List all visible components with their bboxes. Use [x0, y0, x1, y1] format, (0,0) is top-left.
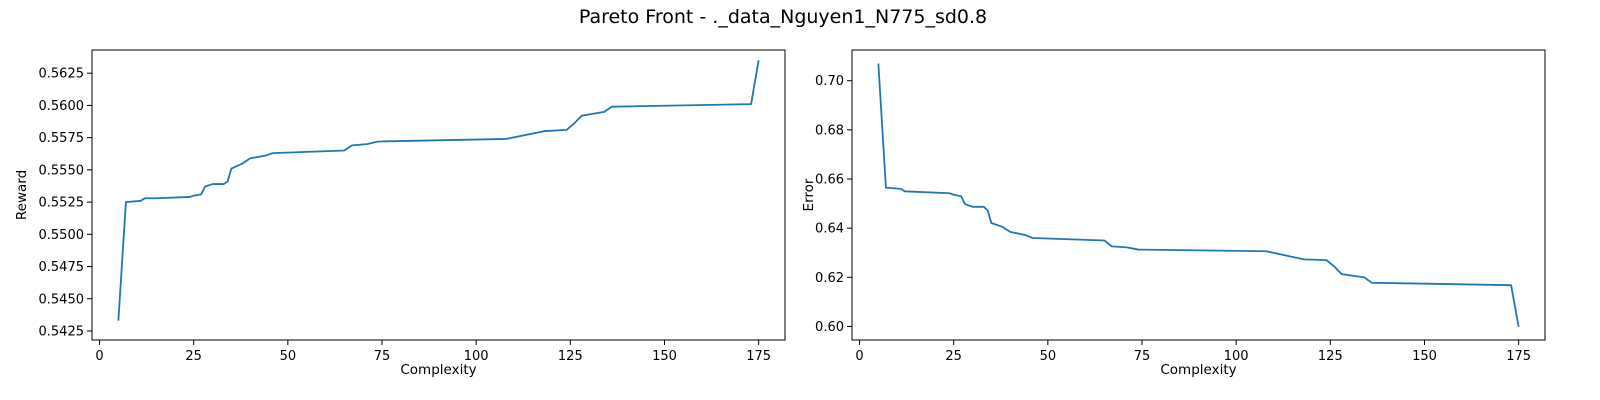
reward-chart: 0 25 50 75 100 125 150 175 0.5425 0.5450 0.5475 0.5…: [14, 49, 786, 378]
y-tick-label: 0.5625: [39, 67, 85, 82]
y-tick-label: 0.5500: [39, 228, 85, 243]
x-tick-label: 0: [855, 349, 863, 364]
x-tick-label: 150: [1412, 349, 1437, 364]
x-tick-label: 75: [1134, 349, 1151, 364]
x-axis-label: Complexity: [400, 362, 476, 378]
y-tick-label: 0.5550: [39, 163, 85, 178]
x-tick-label: 50: [1040, 349, 1057, 364]
x-tick-label: 75: [374, 349, 391, 364]
x-tick-label: 100: [464, 349, 489, 364]
x-axis-label: Complexity: [1160, 362, 1236, 378]
y-tick-label: 0.60: [815, 320, 844, 335]
y-tick-label: 0.5450: [39, 292, 85, 307]
axes-frame: [851, 49, 1546, 341]
x-tick-label: 25: [185, 349, 202, 364]
y-tick-label: 0.5475: [39, 260, 85, 275]
y-tick-label: 0.64: [815, 222, 844, 237]
x-tick-label: 175: [746, 349, 771, 364]
x-tick-label: 150: [652, 349, 677, 364]
y-tick-label: 0.70: [815, 74, 844, 89]
y-tick-label: 0.62: [815, 271, 844, 286]
y-tick-label: 0.5575: [39, 131, 85, 146]
y-axis-label: Reward: [14, 170, 30, 220]
y-tick-label: 0.68: [815, 123, 844, 138]
series-line: [117, 60, 760, 321]
error-chart: 0 25 50 75 100 125 150 175 0.60 0.62 0.64 0.66 0.68 0…: [801, 49, 1546, 378]
x-tick-label: 125: [558, 349, 583, 364]
x-tick-label: 125: [1318, 349, 1343, 364]
x-tick-label: 25: [945, 349, 962, 364]
y-tick-label: 0.66: [815, 173, 844, 188]
x-tick-label: 175: [1506, 349, 1531, 364]
y-tick-label: 0.5600: [39, 99, 85, 114]
series-line: [877, 63, 1520, 327]
x-tick-label: 100: [1224, 349, 1249, 364]
y-tick-label: 0.5425: [39, 324, 85, 339]
y-axis-label: Error: [801, 178, 817, 211]
y-tick-label: 0.5525: [39, 196, 85, 211]
x-tick-label: 50: [280, 349, 297, 364]
figure-title: Pareto Front - ._data_Nguyen1_N775_sd0.8: [579, 6, 987, 28]
axes-frame: [91, 49, 786, 341]
x-tick-label: 0: [95, 349, 103, 364]
